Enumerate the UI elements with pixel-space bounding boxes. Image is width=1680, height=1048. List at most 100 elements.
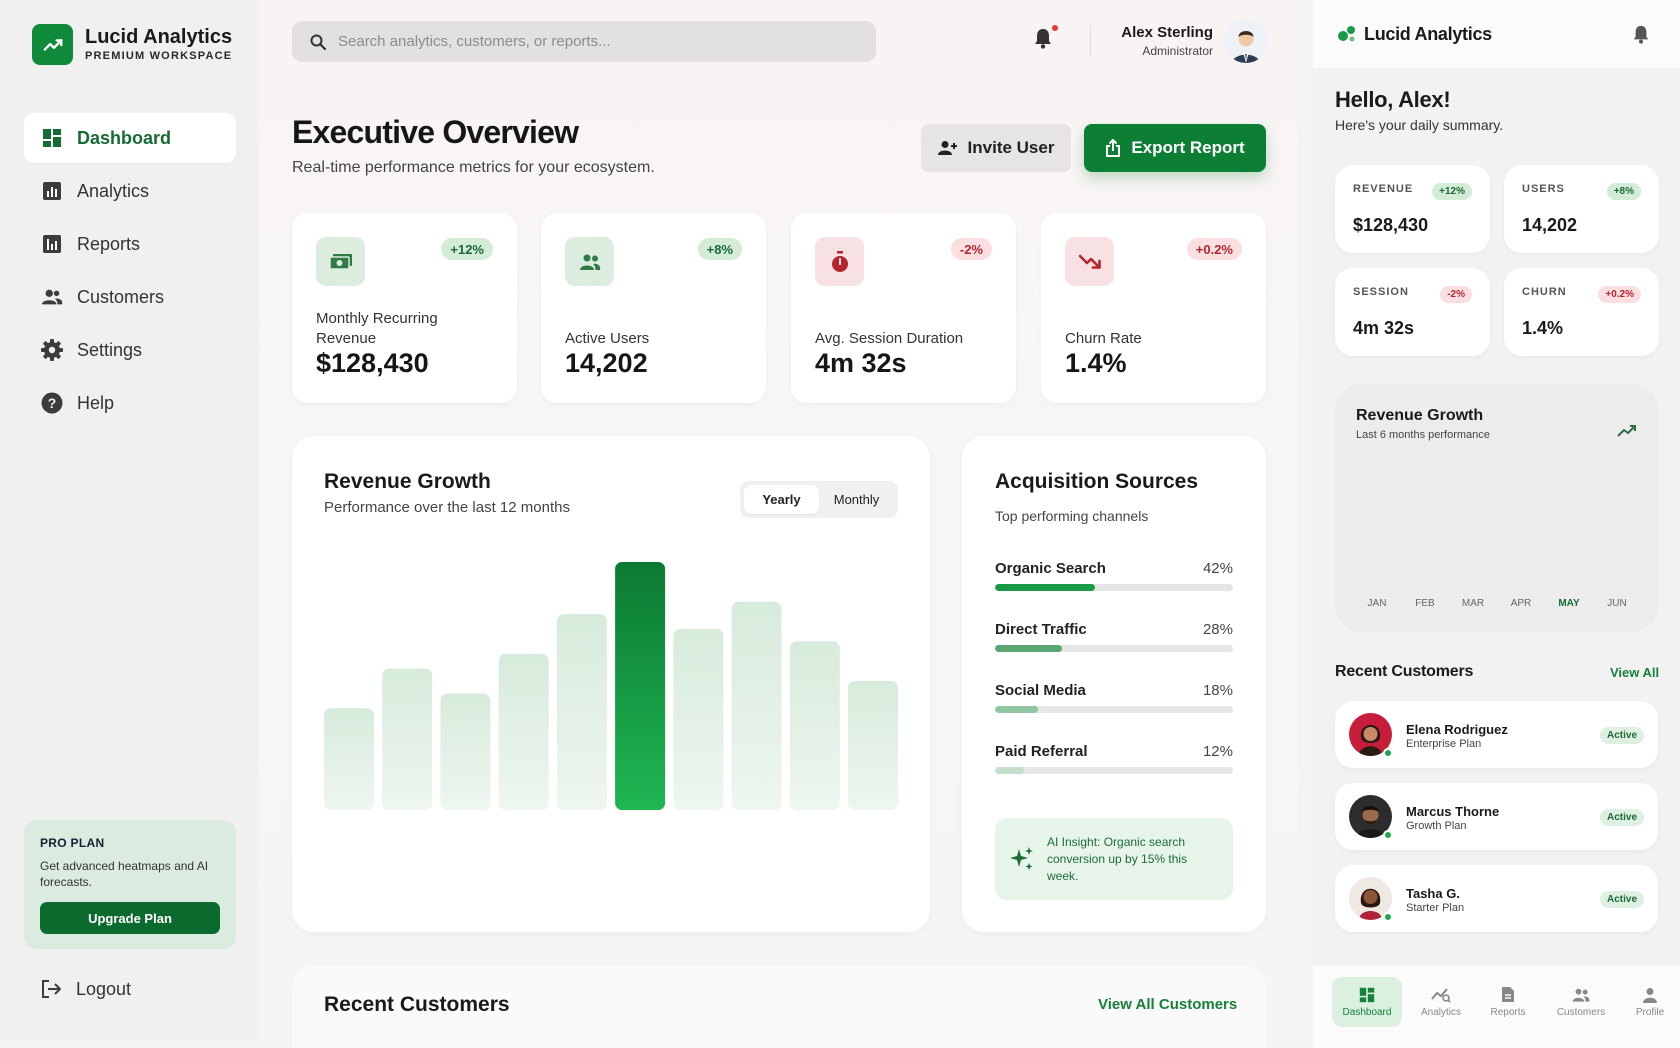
ai-insight-text: AI Insight: Organic search conversion up… <box>1047 834 1188 883</box>
mobile-greeting: Hello, Alex! <box>1335 87 1451 112</box>
export-report-label: Export Report <box>1131 138 1245 157</box>
revenue-bar[interactable] <box>498 653 549 810</box>
customer-row[interactable]: Tasha G. Starter Plan Active <box>1335 865 1658 932</box>
sidebar-item-label: Help <box>77 392 115 413</box>
mobile-kpi-badge: +8% <box>1606 183 1641 200</box>
kpi-value: 1.4% <box>1065 348 1127 378</box>
user-name: Alex Sterling <box>1121 24 1213 41</box>
toggle-monthly[interactable]: Monthly <box>833 492 880 507</box>
mobile-kpi-churn: CHURN +0.2% 1.4% <box>1504 268 1659 356</box>
kpi-badge: +12% <box>441 238 493 260</box>
kpi-label: Churn Rate <box>1065 330 1142 347</box>
view-all-customers-link[interactable]: View All Customers <box>1098 996 1238 1013</box>
brand-subtitle: PREMIUM WORKSPACE <box>85 50 233 62</box>
sidebar-item-label: Settings <box>77 339 143 360</box>
customer-plan: Enterprise Plan <box>1406 738 1482 750</box>
customer-row[interactable]: Elena Rodriguez Enterprise Plan Active <box>1335 701 1658 768</box>
revenue-bar[interactable] <box>382 668 433 810</box>
sidebar-item-dashboard[interactable]: Dashboard <box>24 113 236 163</box>
pro-plan-description: Get advanced heatmaps and AI forecasts. <box>40 859 209 889</box>
mobile-nav-label: Dashboard <box>1342 1006 1392 1018</box>
source-progress-track <box>995 767 1233 774</box>
revenue-bar[interactable] <box>440 693 491 810</box>
acquisition-row-direct: Direct Traffic 28% <box>995 621 1233 652</box>
logo-icon[interactable] <box>32 24 73 65</box>
mobile-nav-analytics[interactable]: Analytics <box>1406 977 1476 1027</box>
mobile-kpi-label: SESSION <box>1353 286 1409 298</box>
mobile-kpi-badge: +0.2% <box>1598 286 1641 303</box>
status-badge: Active <box>1599 891 1644 908</box>
upgrade-plan-button[interactable]: Upgrade Plan <box>40 902 220 934</box>
mobile-nav-customers[interactable]: Customers <box>1546 977 1616 1027</box>
search-icon <box>310 34 326 50</box>
document-icon <box>1501 986 1515 1003</box>
revenue-bar[interactable] <box>556 614 607 810</box>
notification-bell-icon[interactable] <box>1033 27 1053 49</box>
revenue-bar[interactable] <box>848 681 898 810</box>
mobile-nav-reports[interactable]: Reports <box>1473 977 1543 1027</box>
ai-insight-box: AI Insight: Organic search conversion up… <box>995 818 1233 900</box>
customer-row[interactable]: Marcus Thorne Growth Plan Active <box>1335 783 1658 850</box>
month-label: APR <box>1510 598 1532 609</box>
mobile-kpi-badge: +12% <box>1432 183 1472 200</box>
sidebar-item-help[interactable]: ? Help <box>24 378 236 428</box>
mobile-nav-dashboard[interactable]: Dashboard <box>1332 977 1402 1027</box>
share-icon <box>1105 139 1121 157</box>
revenue-bar[interactable] <box>789 641 840 810</box>
acquisition-subtitle: Top performing channels <box>995 508 1149 524</box>
sidebar-item-analytics[interactable]: Analytics <box>24 166 236 216</box>
logout-icon <box>40 978 62 1000</box>
kpi-label: Avg. Session Duration <box>815 330 964 347</box>
bar-chart-icon <box>41 180 63 202</box>
sidebar-item-settings[interactable]: Settings <box>24 325 236 375</box>
revenue-bar[interactable] <box>673 629 724 810</box>
month-label: MAR <box>1461 598 1485 609</box>
invite-user-button[interactable]: Invite User <box>921 124 1071 172</box>
export-report-button[interactable]: Export Report <box>1084 124 1266 172</box>
recent-customers-card <box>292 966 1266 1048</box>
people-icon <box>1571 987 1591 1003</box>
svg-text:?: ? <box>48 395 57 411</box>
mobile-nav-profile[interactable]: Profile <box>1616 977 1680 1027</box>
revenue-bar[interactable] <box>731 601 782 810</box>
kpi-card-active-users: +8% Active Users 14,202 <box>541 213 766 403</box>
source-percent: 42% <box>1202 560 1233 577</box>
revenue-bar[interactable] <box>324 708 374 810</box>
mobile-kpi-value: 1.4% <box>1522 318 1564 338</box>
user-role: Administrator <box>1142 44 1213 58</box>
toggle-yearly[interactable]: Yearly <box>744 485 819 514</box>
source-name: Organic Search <box>995 560 1106 577</box>
notification-dot <box>1052 25 1058 31</box>
revenue-bar-chart <box>324 562 898 810</box>
search-bar[interactable] <box>292 21 876 62</box>
mobile-logo-icon <box>1337 25 1357 43</box>
mobile-kpi-value: 4m 32s <box>1353 318 1415 338</box>
source-name: Social Media <box>995 682 1086 699</box>
mobile-view-all-link[interactable]: View All <box>1610 665 1660 680</box>
pro-plan-title: PRO PLAN <box>40 836 105 850</box>
source-percent: 12% <box>1202 743 1233 760</box>
revenue-bar-highlight[interactable] <box>615 562 666 810</box>
sidebar-item-reports[interactable]: Reports <box>24 219 236 269</box>
search-input[interactable] <box>338 33 858 50</box>
sidebar-item-label: Dashboard <box>77 127 172 148</box>
dashboard-icon <box>1359 987 1375 1003</box>
mobile-bell-icon[interactable] <box>1632 24 1650 44</box>
invite-user-label: Invite User <box>967 138 1055 157</box>
dashboard-icon <box>41 127 63 149</box>
acquisition-title: Acquisition Sources <box>995 470 1199 493</box>
logout-label: Logout <box>76 978 132 999</box>
acquisition-row-social: Social Media 18% <box>995 682 1233 713</box>
source-progress-fill <box>995 584 1095 591</box>
logout-button[interactable]: Logout <box>40 978 131 1000</box>
avatar[interactable] <box>1224 19 1268 63</box>
kpi-value: $128,430 <box>316 348 429 378</box>
source-percent: 28% <box>1202 621 1233 638</box>
sidebar-item-customers[interactable]: Customers <box>24 272 236 322</box>
recent-customers-title: Recent Customers <box>324 993 510 1016</box>
mobile-header <box>1313 0 1680 68</box>
source-progress-fill <box>995 706 1038 713</box>
sidebar-item-label: Customers <box>77 286 165 307</box>
mobile-kpi-users: USERS +8% 14,202 <box>1504 165 1659 253</box>
report-icon <box>41 233 63 255</box>
